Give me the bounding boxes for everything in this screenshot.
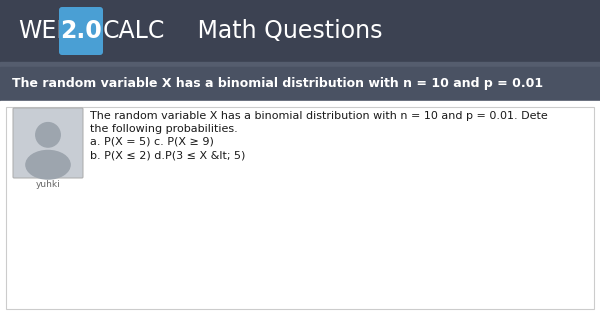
Ellipse shape [26,151,70,179]
Text: the following probabilities.: the following probabilities. [90,124,238,134]
Text: WEB: WEB [18,19,73,43]
Text: b. P(X ≤ 2) d.P(3 ≤ X &lt; 5): b. P(X ≤ 2) d.P(3 ≤ X &lt; 5) [90,150,245,160]
Bar [0,0,600,62]
Text: yuhki: yuhki [35,180,61,189]
Bar [0,101,600,315]
Bar [0,62,600,67]
Text: CALC: CALC [103,19,166,43]
Circle shape [36,123,60,147]
Bar [6,107,594,309]
Text: The random variable X has a binomial distribution with n = 10 and p = 0.01: The random variable X has a binomial dis… [12,77,543,90]
Text: a. P(X = 5) c. P(X ≥ 9): a. P(X = 5) c. P(X ≥ 9) [90,137,214,147]
FancyBboxPatch shape [59,7,103,55]
Text: Math Questions: Math Questions [175,19,383,43]
Bar [0,67,600,101]
Text: The random variable X has a binomial distribution with n = 10 and p = 0.01. Dete: The random variable X has a binomial dis… [90,111,548,121]
FancyBboxPatch shape [13,108,83,178]
Text: 2.0: 2.0 [60,19,102,43]
